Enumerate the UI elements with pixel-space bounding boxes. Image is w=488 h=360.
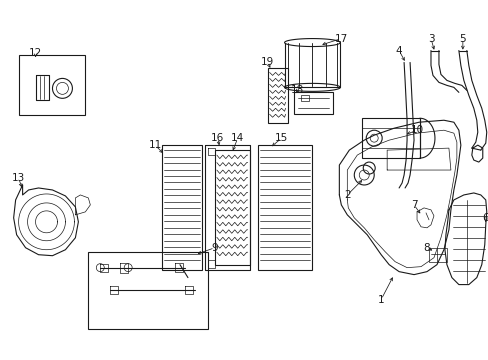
Text: 11: 11: [148, 140, 162, 150]
Bar: [293, 93, 333, 114]
Text: 14: 14: [231, 133, 244, 143]
Text: 5: 5: [459, 33, 465, 44]
Text: 4: 4: [395, 45, 402, 55]
Text: 12: 12: [29, 48, 42, 58]
Bar: [214, 150, 249, 265]
Text: 13: 13: [12, 173, 25, 183]
Text: 19: 19: [261, 58, 274, 67]
Text: 6: 6: [482, 213, 488, 223]
Text: 7: 7: [410, 200, 416, 210]
Text: 9: 9: [211, 243, 218, 253]
Bar: [162, 145, 202, 270]
Text: 18: 18: [290, 85, 304, 95]
Text: 2: 2: [343, 190, 350, 200]
Text: 8: 8: [423, 243, 429, 253]
Text: 15: 15: [274, 133, 287, 143]
Text: 17: 17: [334, 33, 347, 44]
Text: 1: 1: [377, 294, 384, 305]
Bar: [267, 68, 287, 123]
Bar: [88, 252, 207, 329]
Text: 10: 10: [409, 125, 423, 135]
Bar: [362, 118, 419, 158]
Bar: [257, 145, 312, 270]
Text: 16: 16: [211, 133, 224, 143]
Bar: [428, 248, 446, 262]
Text: 3: 3: [427, 33, 433, 44]
Bar: [19, 55, 85, 115]
Bar: [301, 95, 309, 101]
